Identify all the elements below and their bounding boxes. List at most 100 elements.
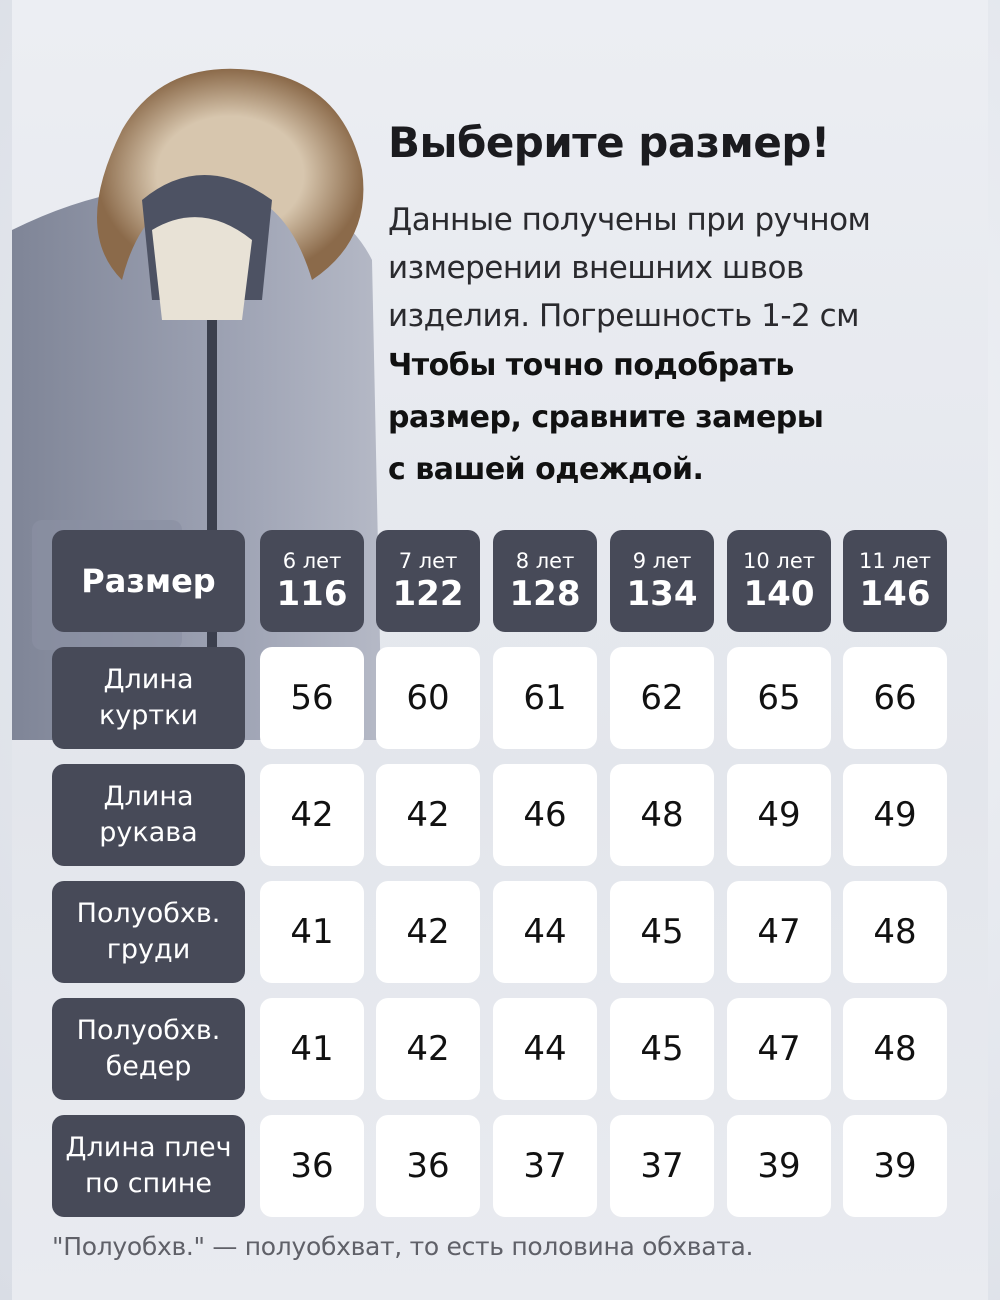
- value: 39: [873, 1146, 917, 1186]
- size-header-cell: 11 лет 146: [843, 530, 947, 632]
- value-cell: 39: [843, 1115, 947, 1217]
- value-cell: 45: [610, 998, 714, 1100]
- age-label: 9 лет: [632, 549, 692, 573]
- row-label-cell: Длина рукава: [52, 764, 245, 866]
- value-cell: 36: [376, 1115, 480, 1217]
- value-cell: 66: [843, 647, 947, 749]
- value: 60: [406, 678, 450, 718]
- value-cell: 37: [610, 1115, 714, 1217]
- row-label-line: Длина плеч: [65, 1132, 232, 1163]
- size-header-cell: 7 лет 122: [376, 530, 480, 632]
- jacket-photo: [12, 68, 382, 740]
- value: 41: [290, 1029, 334, 1069]
- row-label-cell: Длина плеч по спине: [52, 1115, 245, 1217]
- age-label: 8 лет: [515, 549, 575, 573]
- value-cell: 36: [260, 1115, 364, 1217]
- value: 45: [640, 1029, 684, 1069]
- value: 42: [290, 795, 334, 835]
- size-label: 134: [626, 574, 698, 614]
- value: 56: [290, 678, 334, 718]
- value: 36: [290, 1146, 334, 1186]
- size-header-cell: 8 лет 128: [493, 530, 597, 632]
- age-label: 10 лет: [743, 549, 815, 573]
- row-label-cell: Полуобхв. бедер: [52, 998, 245, 1100]
- value-cell: 48: [843, 881, 947, 983]
- value-cell: 45: [610, 881, 714, 983]
- value-cell: 39: [727, 1115, 831, 1217]
- description-line: измерении внешних швов: [388, 250, 804, 286]
- value-cell: 42: [376, 764, 480, 866]
- advice-text: Чтобы точно подобрать размер, сравните з…: [388, 340, 948, 496]
- size-label: 122: [392, 574, 464, 614]
- value-cell: 47: [727, 998, 831, 1100]
- row-label-line: по спине: [84, 1168, 213, 1199]
- header-label: Размер: [81, 562, 216, 600]
- value: 61: [523, 678, 567, 718]
- value: 44: [523, 912, 567, 952]
- age-label: 7 лет: [398, 549, 458, 573]
- advice-line: с вашей одеждой.: [388, 452, 704, 487]
- footnote: "Полуобхв." — полуобхват, то есть полови…: [52, 1232, 754, 1261]
- value-cell: 46: [493, 764, 597, 866]
- value-cell: 62: [610, 647, 714, 749]
- row-label-line: куртки: [98, 700, 198, 731]
- header-label-cell: Размер: [52, 530, 245, 632]
- value-cell: 61: [493, 647, 597, 749]
- value: 44: [523, 1029, 567, 1069]
- value: 36: [406, 1146, 450, 1186]
- value: 62: [640, 678, 684, 718]
- value: 49: [873, 795, 917, 835]
- value: 42: [406, 1029, 450, 1069]
- value: 47: [757, 1029, 801, 1069]
- value: 45: [640, 912, 684, 952]
- value-cell: 42: [376, 998, 480, 1100]
- value: 48: [640, 795, 684, 835]
- row-label-line: Полуобхв.: [76, 898, 221, 929]
- age-label: 6 лет: [282, 549, 342, 573]
- size-label: 128: [509, 574, 581, 614]
- row-label-line: рукава: [99, 817, 198, 848]
- advice-line: размер, сравните замеры: [388, 400, 824, 435]
- value-cell: 44: [493, 881, 597, 983]
- size-label: 116: [276, 574, 348, 614]
- value: 42: [406, 795, 450, 835]
- row-label-line: Длина: [103, 781, 194, 812]
- value: 47: [757, 912, 801, 952]
- size-header-cell: 10 лет 140: [727, 530, 831, 632]
- value-cell: 41: [260, 881, 364, 983]
- row-label-cell: Полуобхв. груди: [52, 881, 245, 983]
- value: 49: [757, 795, 801, 835]
- value: 37: [523, 1146, 567, 1186]
- value-cell: 56: [260, 647, 364, 749]
- value-cell: 60: [376, 647, 480, 749]
- size-header-cell: 9 лет 134: [610, 530, 714, 632]
- value: 46: [523, 795, 567, 835]
- value: 37: [640, 1146, 684, 1186]
- description: Данные получены при ручном измерении вне…: [388, 196, 948, 340]
- value-cell: 44: [493, 998, 597, 1100]
- value: 39: [757, 1146, 801, 1186]
- size-label: 140: [743, 574, 815, 614]
- value-cell: 37: [493, 1115, 597, 1217]
- page-title: Выберите размер!: [388, 118, 830, 167]
- value: 41: [290, 912, 334, 952]
- age-label: 11 лет: [859, 549, 931, 573]
- value-cell: 48: [843, 998, 947, 1100]
- row-label-line: бедер: [105, 1051, 192, 1082]
- value-cell: 49: [727, 764, 831, 866]
- advice-line: Чтобы точно подобрать: [388, 348, 794, 383]
- description-line: Данные получены при ручном: [388, 202, 871, 238]
- value: 65: [757, 678, 801, 718]
- value: 48: [873, 1029, 917, 1069]
- value-cell: 65: [727, 647, 831, 749]
- size-label: 146: [859, 574, 931, 614]
- value: 66: [873, 678, 917, 718]
- value-cell: 42: [376, 881, 480, 983]
- row-label-line: Полуобхв.: [76, 1015, 221, 1046]
- row-label-cell: Длина куртки: [52, 647, 245, 749]
- value: 48: [873, 912, 917, 952]
- description-line: изделия. Погрешность 1-2 см: [388, 298, 860, 334]
- size-header-cell: 6 лет 116: [260, 530, 364, 632]
- row-label-line: груди: [106, 934, 191, 965]
- value-cell: 48: [610, 764, 714, 866]
